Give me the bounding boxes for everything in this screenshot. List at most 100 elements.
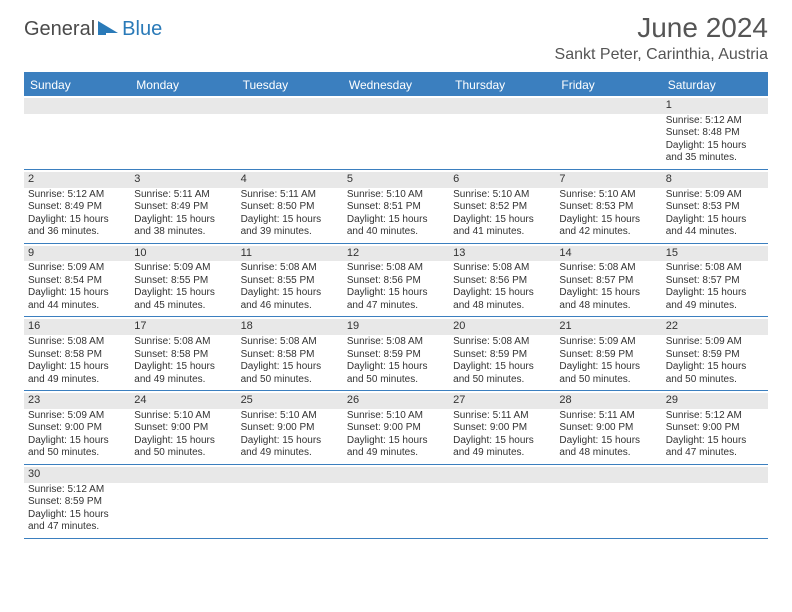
week-row: 16Sunrise: 5:08 AMSunset: 8:58 PMDayligh… [24,317,768,391]
day-number: 15 [662,246,768,262]
logo-word2: Blue [122,18,162,41]
sunrise-line: Sunrise: 5:09 AM [666,189,764,202]
day-number: 14 [555,246,661,262]
day-cell [237,465,343,538]
weekday-thu: Thursday [449,74,555,96]
sunrise-line: Sunrise: 5:08 AM [453,262,551,275]
sunrise-line: Sunrise: 5:09 AM [28,410,126,423]
sunset-line: Sunset: 8:50 PM [241,201,339,214]
day-cell: 21Sunrise: 5:09 AMSunset: 8:59 PMDayligh… [555,317,661,390]
day-cell: 15Sunrise: 5:08 AMSunset: 8:57 PMDayligh… [662,244,768,317]
sunset-line: Sunset: 8:49 PM [28,201,126,214]
sunset-line: Sunset: 8:58 PM [28,349,126,362]
sunrise-line: Sunrise: 5:11 AM [241,189,339,202]
daylight-line: Daylight: 15 hours and 44 minutes. [666,214,764,239]
sunrise-line: Sunrise: 5:12 AM [28,189,126,202]
daylight-line: Daylight: 15 hours and 36 minutes. [28,214,126,239]
sunset-line: Sunset: 8:52 PM [453,201,551,214]
sunset-line: Sunset: 9:00 PM [347,422,445,435]
daylight-line: Daylight: 15 hours and 46 minutes. [241,287,339,312]
day-number: 22 [662,319,768,335]
daylight-line: Daylight: 15 hours and 48 minutes. [559,435,657,460]
day-number: 6 [449,172,555,188]
daylight-line: Daylight: 15 hours and 50 minutes. [666,361,764,386]
day-number-empty [130,98,236,114]
sunset-line: Sunset: 8:57 PM [666,275,764,288]
day-number: 25 [237,393,343,409]
day-number: 11 [237,246,343,262]
sunrise-line: Sunrise: 5:08 AM [241,262,339,275]
day-cell: 18Sunrise: 5:08 AMSunset: 8:58 PMDayligh… [237,317,343,390]
daylight-line: Daylight: 15 hours and 47 minutes. [666,435,764,460]
page: General Blue June 2024 Sankt Peter, Cari… [0,0,792,539]
day-cell: 11Sunrise: 5:08 AMSunset: 8:55 PMDayligh… [237,244,343,317]
day-cell: 16Sunrise: 5:08 AMSunset: 8:58 PMDayligh… [24,317,130,390]
day-cell [555,96,661,169]
sunset-line: Sunset: 8:49 PM [134,201,232,214]
daylight-line: Daylight: 15 hours and 50 minutes. [347,361,445,386]
sunset-line: Sunset: 8:48 PM [666,127,764,140]
day-number: 12 [343,246,449,262]
day-number-empty [449,467,555,483]
day-number: 13 [449,246,555,262]
sunset-line: Sunset: 8:59 PM [666,349,764,362]
sunset-line: Sunset: 8:56 PM [453,275,551,288]
day-number: 26 [343,393,449,409]
sunset-line: Sunset: 8:59 PM [453,349,551,362]
weekday-row: Sunday Monday Tuesday Wednesday Thursday… [24,74,768,96]
weeks-container: 1Sunrise: 5:12 AMSunset: 8:48 PMDaylight… [24,96,768,539]
day-number: 4 [237,172,343,188]
day-number-empty [555,98,661,114]
weekday-fri: Friday [555,74,661,96]
sunrise-line: Sunrise: 5:10 AM [134,410,232,423]
day-number: 5 [343,172,449,188]
sunrise-line: Sunrise: 5:08 AM [666,262,764,275]
day-number-empty [24,98,130,114]
day-cell [343,96,449,169]
day-number: 27 [449,393,555,409]
daylight-line: Daylight: 15 hours and 47 minutes. [28,509,126,534]
sunset-line: Sunset: 9:00 PM [666,422,764,435]
sunrise-line: Sunrise: 5:10 AM [347,189,445,202]
day-number: 9 [24,246,130,262]
day-number-empty [237,98,343,114]
sunrise-line: Sunrise: 5:10 AM [347,410,445,423]
sunrise-line: Sunrise: 5:09 AM [666,336,764,349]
day-cell [343,465,449,538]
daylight-line: Daylight: 15 hours and 45 minutes. [134,287,232,312]
month-title: June 2024 [555,12,768,44]
header: General Blue June 2024 Sankt Peter, Cari… [24,12,768,64]
sunset-line: Sunset: 8:53 PM [666,201,764,214]
day-cell: 25Sunrise: 5:10 AMSunset: 9:00 PMDayligh… [237,391,343,464]
week-row: 23Sunrise: 5:09 AMSunset: 9:00 PMDayligh… [24,391,768,465]
sunset-line: Sunset: 8:51 PM [347,201,445,214]
day-number: 21 [555,319,661,335]
daylight-line: Daylight: 15 hours and 35 minutes. [666,140,764,165]
day-cell: 8Sunrise: 5:09 AMSunset: 8:53 PMDaylight… [662,170,768,243]
daylight-line: Daylight: 15 hours and 48 minutes. [453,287,551,312]
weekday-tue: Tuesday [237,74,343,96]
daylight-line: Daylight: 15 hours and 50 minutes. [453,361,551,386]
sunset-line: Sunset: 8:55 PM [134,275,232,288]
sunrise-line: Sunrise: 5:09 AM [28,262,126,275]
day-cell: 6Sunrise: 5:10 AMSunset: 8:52 PMDaylight… [449,170,555,243]
sunrise-line: Sunrise: 5:10 AM [559,189,657,202]
weekday-sat: Saturday [662,74,768,96]
day-cell: 27Sunrise: 5:11 AMSunset: 9:00 PMDayligh… [449,391,555,464]
day-cell: 24Sunrise: 5:10 AMSunset: 9:00 PMDayligh… [130,391,236,464]
logo: General Blue [24,12,162,41]
day-number-empty [237,467,343,483]
day-cell: 1Sunrise: 5:12 AMSunset: 8:48 PMDaylight… [662,96,768,169]
daylight-line: Daylight: 15 hours and 38 minutes. [134,214,232,239]
day-number: 17 [130,319,236,335]
day-cell: 22Sunrise: 5:09 AMSunset: 8:59 PMDayligh… [662,317,768,390]
daylight-line: Daylight: 15 hours and 50 minutes. [134,435,232,460]
day-number-empty [343,98,449,114]
sunset-line: Sunset: 8:53 PM [559,201,657,214]
day-cell [24,96,130,169]
day-cell: 29Sunrise: 5:12 AMSunset: 9:00 PMDayligh… [662,391,768,464]
day-number-empty [130,467,236,483]
day-number: 23 [24,393,130,409]
day-cell: 17Sunrise: 5:08 AMSunset: 8:58 PMDayligh… [130,317,236,390]
sunrise-line: Sunrise: 5:11 AM [453,410,551,423]
